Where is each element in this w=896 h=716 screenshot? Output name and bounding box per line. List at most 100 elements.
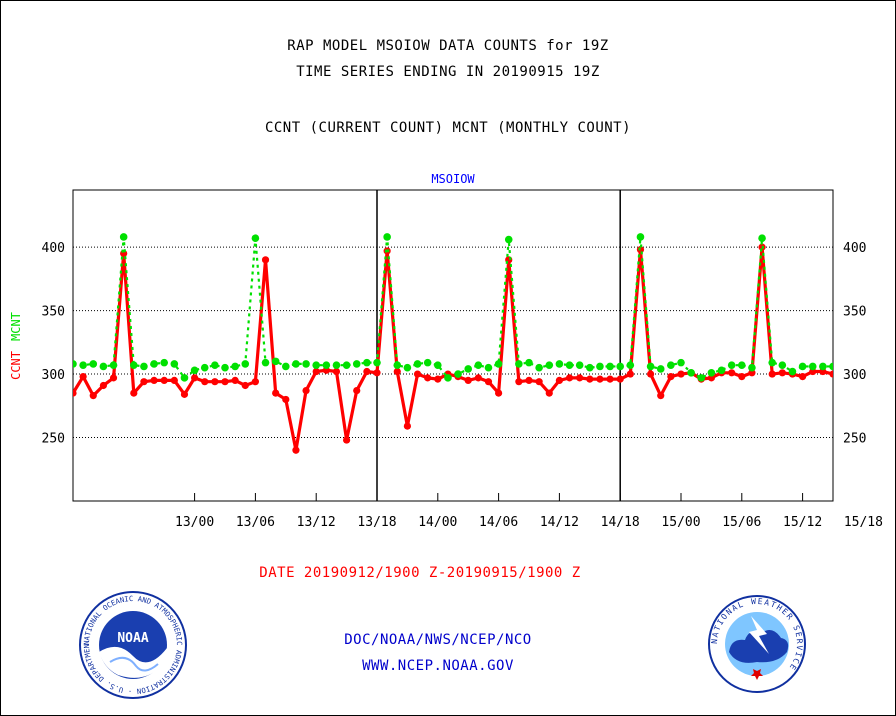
mcnt-point [170, 360, 179, 368]
mcnt-point [515, 360, 523, 368]
mcnt-point [302, 360, 310, 368]
ccnt-point [555, 376, 564, 385]
mcnt-point [332, 361, 341, 369]
mcnt-point [312, 361, 321, 369]
ccnt-point [231, 376, 239, 385]
ccnt-point [799, 373, 807, 381]
ccnt-point [626, 370, 634, 378]
ccnt-point [616, 375, 624, 383]
ccnt-point [413, 370, 422, 378]
mcnt-point [474, 361, 483, 369]
chart-title-line1: RAP MODEL MSOIOW DATA COUNTS for 19Z [287, 38, 609, 54]
mcnt-point [596, 362, 604, 371]
mcnt-point [241, 360, 250, 368]
ccnt-point [160, 376, 168, 385]
mcnt-point [717, 366, 726, 375]
mcnt-point [119, 233, 128, 241]
mcnt-point [565, 361, 574, 369]
y-axis-label-mcnt: MCNT [9, 312, 23, 341]
y-tick-label-right: 250 [843, 432, 866, 447]
ccnt-point [180, 390, 189, 398]
y-tick-label-right: 350 [843, 305, 866, 320]
mcnt-point [454, 370, 462, 378]
ccnt-point [211, 378, 219, 386]
x-tick-label: 13/12 [297, 515, 336, 530]
mcnt-point [798, 362, 807, 371]
mcnt-point [778, 361, 787, 369]
ccnt-point [525, 376, 533, 385]
mcnt-point [525, 358, 533, 367]
ccnt-point [292, 446, 300, 454]
mcnt-point [535, 363, 543, 372]
ccnt-point [261, 256, 270, 264]
ccnt-point [363, 367, 371, 376]
ccnt-point [535, 378, 543, 386]
ccnt-point [79, 373, 87, 381]
mcnt-point [636, 233, 645, 241]
x-tick-label: 14/12 [540, 515, 579, 530]
y-tick-label-right: 300 [843, 368, 866, 383]
mcnt-point [373, 358, 381, 367]
ccnt-point [657, 392, 665, 400]
mcnt-point [667, 361, 675, 369]
ccnt-point [596, 375, 604, 383]
ccnt-point [677, 370, 685, 378]
ccnt-point [829, 370, 833, 378]
ccnt-point [768, 370, 776, 378]
ccnt-point [170, 376, 178, 385]
ccnt-point [201, 378, 209, 386]
mcnt-point [819, 362, 827, 371]
plot-title: MSOIOW [431, 172, 475, 186]
mcnt-point [403, 363, 412, 372]
mcnt-point [768, 358, 776, 367]
mcnt-point [221, 363, 229, 372]
y-tick-label-right: 400 [843, 241, 866, 256]
mcnt-point [282, 362, 290, 371]
mcnt-point [697, 374, 706, 382]
ccnt-point [576, 374, 584, 382]
ccnt-point [403, 422, 411, 430]
mcnt-point [504, 235, 513, 244]
mcnt-point [464, 365, 473, 373]
mcnt-point [180, 374, 189, 382]
mcnt-point [626, 361, 635, 369]
ccnt-point [474, 374, 482, 382]
mcnt-point [555, 360, 564, 368]
mcnt-point [687, 368, 695, 377]
ccnt-point [130, 389, 138, 397]
mcnt-point [261, 358, 270, 367]
mcnt-point [342, 361, 351, 369]
ccnt-point [565, 374, 574, 382]
mcnt-point [646, 362, 655, 371]
mcnt-point [73, 360, 77, 368]
website-link[interactable]: WWW.NCEP.NOAA.GOV [362, 658, 514, 674]
mcnt-point [434, 361, 442, 369]
y-tick-label-left: 350 [42, 305, 65, 320]
ccnt-point [738, 373, 746, 381]
ccnt-point [353, 386, 361, 395]
ccnt-point [515, 378, 523, 386]
ccnt-point [140, 378, 148, 386]
mcnt-point [292, 360, 300, 368]
agency-label: DOC/NOAA/NWS/NCEP/NCO [344, 632, 532, 648]
x-tick-label: 14/00 [418, 515, 457, 530]
mcnt-point [484, 363, 493, 372]
y-axis-label: CCNT MCNT [9, 312, 23, 380]
mcnt-point [788, 367, 797, 376]
x-tick-label: 13/06 [236, 515, 275, 530]
chart-subtitle: CCNT (CURRENT COUNT) MCNT (MONTHLY COUNT… [264, 120, 632, 136]
ccnt-point [251, 378, 259, 386]
mcnt-point [575, 361, 584, 369]
mcnt-point [383, 233, 391, 241]
mcnt-point [160, 358, 168, 367]
ccnt-point [464, 376, 472, 385]
noaa-logo-text: NOAA [117, 631, 148, 646]
mcnt-point [190, 366, 199, 375]
mcnt-point [322, 361, 331, 369]
ccnt-point [272, 389, 280, 397]
mcnt-point [140, 362, 148, 371]
ccnt-point [120, 249, 128, 258]
y-tick-label-left: 250 [42, 432, 65, 447]
ccnt-point [312, 367, 320, 376]
